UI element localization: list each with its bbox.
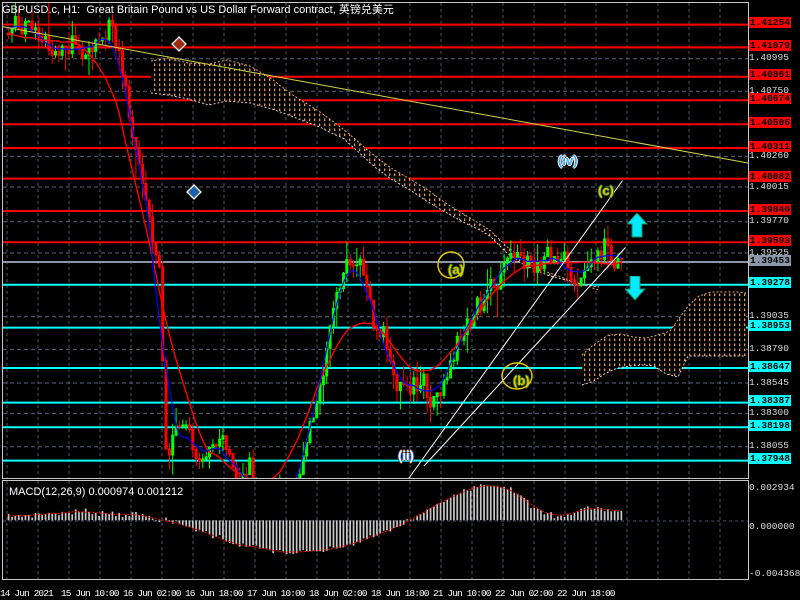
svg-text:MACD(12,26,9) 0.000974 0.00121: MACD(12,26,9) 0.000974 0.001212 [9, 486, 183, 498]
